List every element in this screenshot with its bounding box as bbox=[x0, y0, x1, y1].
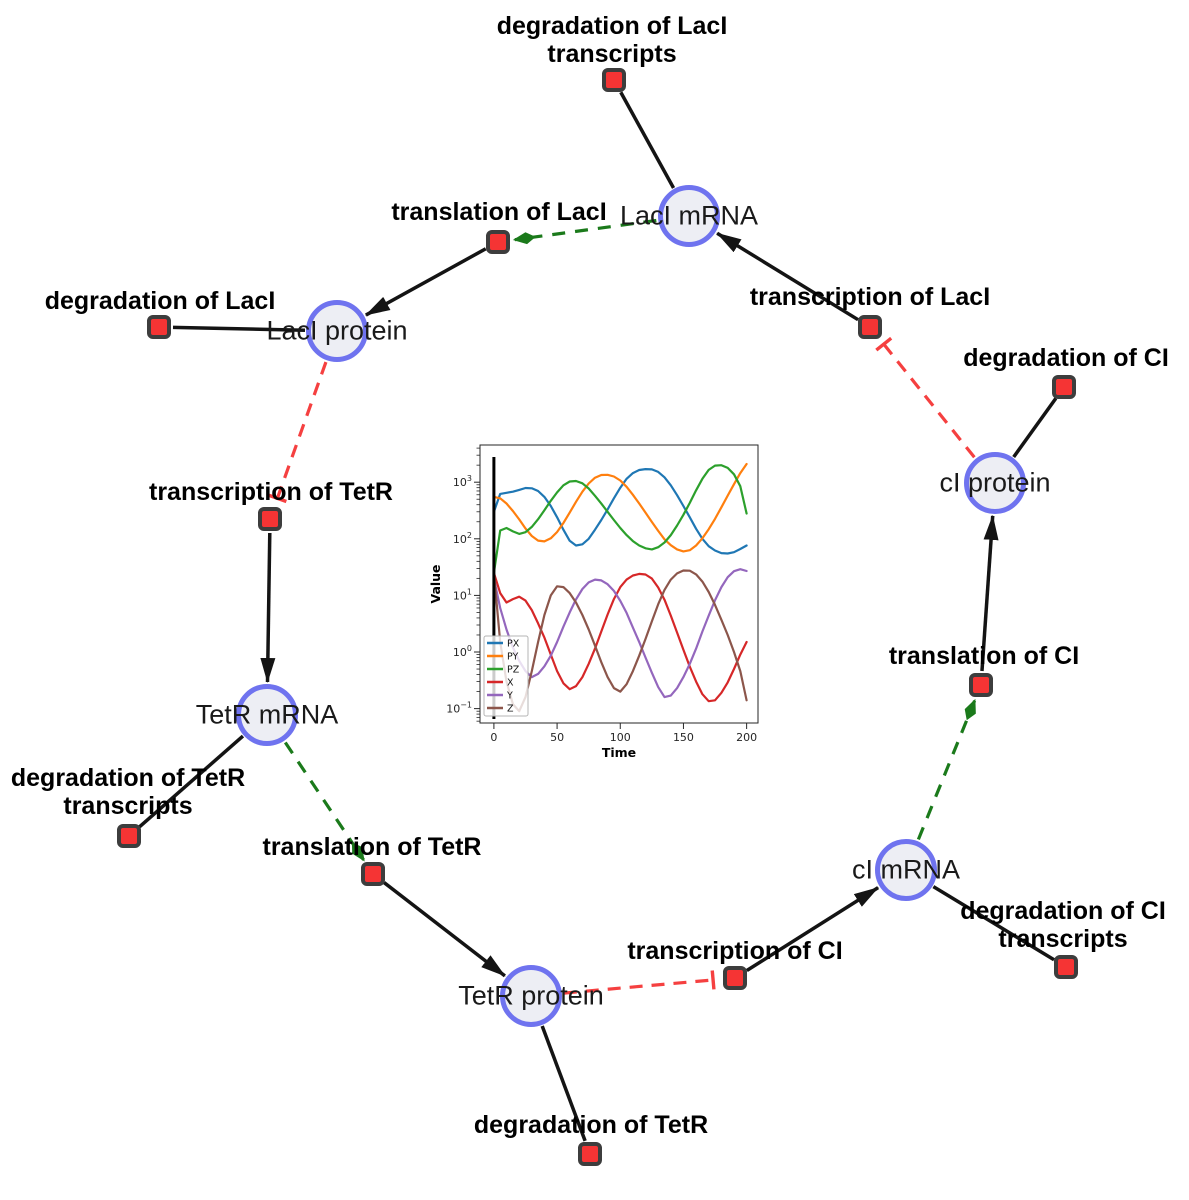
species-label-ci-protein: cI protein bbox=[939, 467, 1051, 498]
edge-activation-tetr-mrna-transl-tetr bbox=[283, 741, 365, 862]
reaction-node-deg-tetr-tx bbox=[117, 824, 141, 848]
chart-plot-box bbox=[479, 444, 759, 724]
reaction-node-transl-tetr bbox=[361, 862, 385, 886]
species-node-tetr-mrna bbox=[236, 684, 298, 746]
edge-consumption-ci-protein-deg-ci bbox=[1012, 397, 1058, 459]
x-tick-label: 0 bbox=[490, 731, 497, 744]
reaction-label-deg-laci: degradation of LacI bbox=[45, 287, 276, 315]
y-tick-label: 102 bbox=[453, 531, 472, 546]
series-PX bbox=[492, 467, 748, 555]
reaction-node-deg-laci bbox=[147, 315, 171, 339]
reaction-label-line: transcripts bbox=[63, 792, 193, 820]
y-tick-label: 10−1 bbox=[446, 701, 472, 716]
reaction-node-deg-ci bbox=[1052, 375, 1076, 399]
species-label-tetr-protein: TetR protein bbox=[458, 980, 604, 1011]
y-tick-label: 101 bbox=[453, 587, 472, 602]
reaction-label-line: transcripts bbox=[998, 925, 1128, 953]
legend-box bbox=[483, 635, 529, 717]
reaction-node-deg-tetr bbox=[578, 1142, 602, 1166]
edge-production-transl-tetr-tetr-protein bbox=[383, 881, 506, 978]
reaction-node-deg-laci-tx bbox=[602, 68, 626, 92]
reaction-label-line: transcription of TetR bbox=[149, 478, 393, 506]
species-label-tetr-mrna: TetR mRNA bbox=[195, 699, 339, 730]
species-label-ci-mrna: cI mRNA bbox=[852, 854, 960, 885]
legend-label-PZ: PZ bbox=[507, 665, 520, 676]
reaction-label-line: degradation of LacI bbox=[496, 12, 728, 40]
reaction-label-txn-tetr: transcription of TetR bbox=[149, 478, 393, 506]
legend-label-Z: Z bbox=[507, 704, 514, 715]
reaction-label-deg-tetr-tx: degradation of TetR transcripts bbox=[11, 764, 245, 820]
x-tick-label: 50 bbox=[550, 731, 564, 744]
species-node-laci-protein bbox=[306, 300, 368, 362]
series-PZ bbox=[492, 464, 748, 574]
reaction-node-txn-ci bbox=[723, 966, 747, 990]
edge-consumption-ci-mrna-deg-ci-tx bbox=[932, 885, 1055, 962]
reaction-label-deg-ci: degradation of CI bbox=[963, 344, 1169, 372]
reaction-label-deg-ci-tx: degradation of CI transcripts bbox=[960, 897, 1166, 953]
edge-consumption-tetr-mrna-deg-tetr-tx bbox=[138, 734, 245, 829]
reaction-label-deg-laci-tx: degradation of LacI transcripts bbox=[497, 12, 728, 68]
edge-consumption-laci-mrna-deg-laci-tx bbox=[619, 91, 676, 189]
edge-production-txn-ci-ci-mrna bbox=[745, 886, 880, 973]
reaction-label-line: transcription of LacI bbox=[749, 283, 991, 311]
reaction-node-txn-laci bbox=[858, 315, 882, 339]
reaction-label-transl-tetr: translation of TetR bbox=[263, 833, 482, 861]
reaction-node-transl-laci bbox=[486, 230, 510, 254]
series-PY bbox=[492, 462, 748, 553]
reaction-node-txn-tetr bbox=[258, 507, 282, 531]
reaction-label-transl-ci: translation of CI bbox=[889, 642, 1079, 670]
reaction-label-line: degradation of LacI bbox=[44, 287, 276, 315]
edge-activation-ci-mrna-transl-ci bbox=[916, 698, 977, 841]
species-node-tetr-protein bbox=[500, 965, 562, 1027]
legend-label-X: X bbox=[507, 678, 514, 689]
series-Z bbox=[492, 569, 748, 713]
species-label-laci-protein: LacI protein bbox=[266, 315, 408, 346]
reaction-node-transl-ci bbox=[969, 673, 993, 697]
x-tick-label: 200 bbox=[736, 731, 757, 744]
edge-consumption-laci-protein-deg-laci bbox=[172, 325, 306, 333]
edge-production-txn-tetr-tetr-mrna bbox=[260, 532, 276, 684]
series-Y bbox=[492, 568, 748, 699]
reaction-label-txn-laci: transcription of LacI bbox=[750, 283, 990, 311]
reaction-label-line: degradation of TetR bbox=[473, 1111, 709, 1139]
legend-label-PX: PX bbox=[507, 639, 520, 650]
species-label-laci-mrna: LacI mRNA bbox=[619, 200, 759, 231]
reaction-label-txn-ci: transcription of CI bbox=[627, 937, 842, 965]
edge-production-txn-laci-laci-mrna bbox=[716, 231, 859, 322]
edge-inhibition-tetr-protein-txn-ci bbox=[563, 970, 716, 995]
legend-label-PY: PY bbox=[507, 652, 519, 663]
reaction-label-line: degradation of CI bbox=[963, 344, 1169, 372]
reaction-label-line: translation of TetR bbox=[262, 833, 482, 861]
edge-inhibition-laci-protein-txn-tetr bbox=[267, 361, 328, 504]
species-node-ci-protein bbox=[964, 452, 1026, 514]
series-X bbox=[492, 571, 748, 703]
reaction-label-line: transcripts bbox=[547, 40, 677, 68]
reaction-label-line: degradation of TetR bbox=[10, 764, 246, 792]
edge-production-transl-laci-laci-protein bbox=[365, 247, 487, 317]
edge-production-transl-ci-ci-protein bbox=[980, 514, 999, 672]
species-node-laci-mrna bbox=[658, 185, 720, 247]
edge-activation-laci-mrna-transl-laci bbox=[512, 218, 657, 245]
species-node-ci-mrna bbox=[875, 839, 937, 901]
y-tick-label: 103 bbox=[453, 474, 472, 489]
reaction-label-line: translation of LacI bbox=[391, 198, 607, 226]
reaction-label-line: degradation of CI bbox=[960, 897, 1166, 925]
reaction-node-deg-ci-tx bbox=[1054, 955, 1078, 979]
legend-label-Y: Y bbox=[506, 691, 513, 702]
edge-inhibition-ci-protein-txn-laci bbox=[875, 336, 976, 459]
edge-consumption-tetr-protein-deg-tetr bbox=[540, 1025, 587, 1142]
x-tick-label: 100 bbox=[610, 731, 631, 744]
y-tick-label: 100 bbox=[453, 644, 472, 659]
y-axis-label: Value bbox=[428, 564, 443, 603]
reaction-label-line: translation of CI bbox=[888, 642, 1080, 670]
x-axis-label: Time bbox=[602, 745, 636, 760]
inset-chart: 103 102 101 100 10−1 0 50 100 150 200 Time Value PX P… bbox=[428, 444, 759, 760]
reaction-label-deg-tetr: degradation of TetR bbox=[474, 1111, 708, 1139]
reaction-label-transl-laci: translation of LacI bbox=[391, 198, 606, 226]
reaction-label-line: transcription of CI bbox=[627, 937, 843, 965]
x-tick-label: 150 bbox=[673, 731, 694, 744]
